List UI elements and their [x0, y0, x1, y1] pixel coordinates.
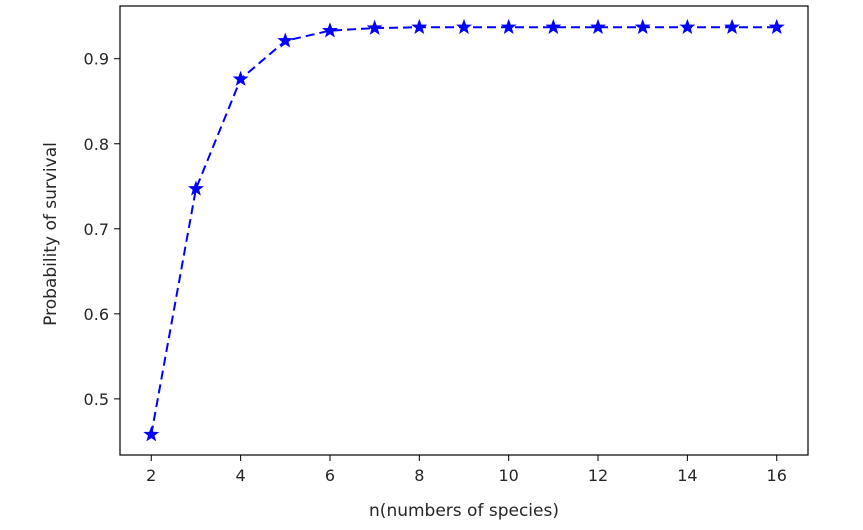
data-point — [545, 18, 562, 35]
y-axis-label: Probability of survival — [41, 142, 61, 326]
x-axis-label: n(numbers of species) — [369, 501, 559, 521]
data-point — [187, 180, 204, 196]
data-point — [634, 18, 651, 35]
plot-frame — [119, 5, 809, 456]
x-tick-label: 6 — [325, 466, 335, 485]
x-tick-label: 4 — [236, 466, 246, 485]
y-tick-label: 0.7 — [84, 220, 109, 239]
data-point — [456, 18, 472, 35]
data-point — [232, 70, 249, 86]
x-tick-label: 12 — [588, 466, 608, 485]
x-tick-label: 8 — [414, 466, 424, 485]
data-point — [768, 18, 785, 35]
x-tick-label: 14 — [677, 466, 697, 485]
data-point — [679, 18, 696, 35]
series-group — [143, 18, 785, 442]
y-tick-label: 0.6 — [84, 305, 109, 324]
data-point — [277, 32, 294, 48]
y-tick-label: 0.5 — [84, 390, 109, 409]
data-point — [366, 19, 383, 35]
x-tick-label: 16 — [767, 466, 787, 485]
data-point — [590, 18, 606, 35]
data-point — [500, 18, 517, 35]
data-point — [322, 22, 338, 38]
y-tick-label: 0.8 — [84, 135, 109, 154]
data-point — [411, 18, 428, 35]
x-tick-label: 10 — [498, 466, 518, 485]
x-tick-label: 2 — [146, 466, 156, 485]
y-tick-label: 0.9 — [84, 50, 109, 69]
plot-area — [120, 6, 808, 455]
x-axis: 2 4 6 8 10 12 14 16 — [146, 455, 787, 485]
data-point — [724, 18, 741, 35]
y-axis: 0.5 0.6 0.7 0.8 0.9 — [84, 50, 120, 409]
data-point — [143, 426, 160, 442]
